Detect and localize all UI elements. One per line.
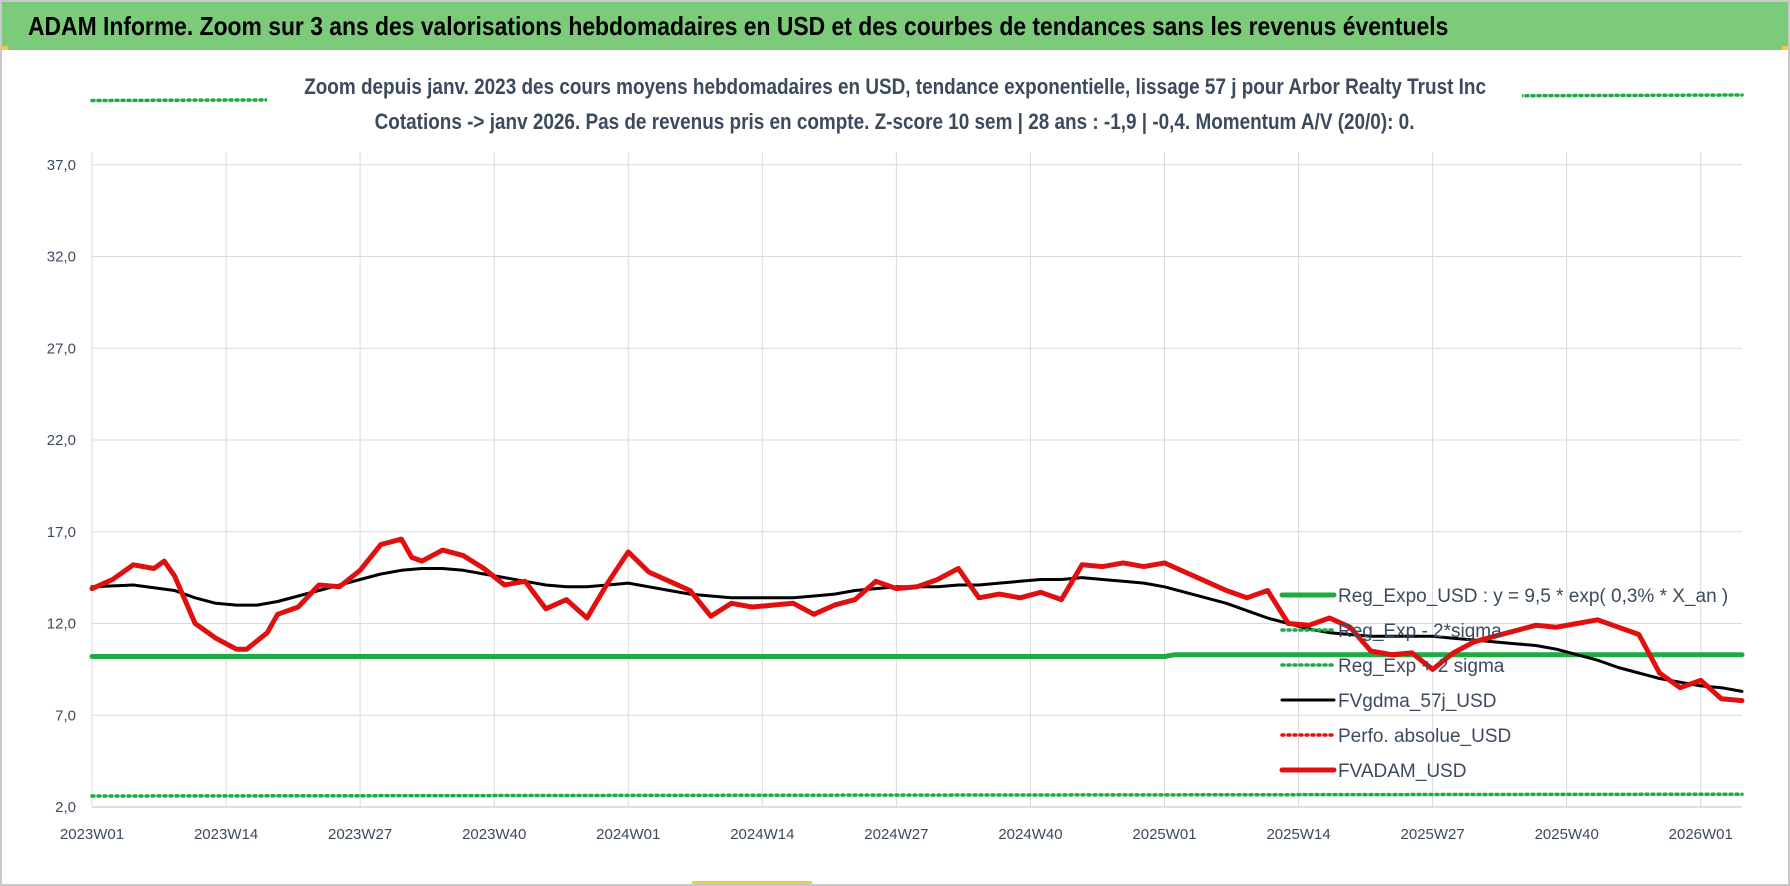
x-tick-label: 2025W01 — [1132, 826, 1196, 843]
series-layer — [89, 92, 1745, 798]
banner-corner-right — [1782, 46, 1788, 50]
x-tick-label: 2024W14 — [730, 826, 794, 843]
bottom-accent — [692, 881, 812, 884]
x-tick-label: 2023W27 — [328, 826, 392, 843]
x-tick-label: 2024W40 — [998, 826, 1062, 843]
legend-label-5: FVADAM_USD — [1338, 761, 1466, 782]
series-line-5 — [89, 536, 1745, 704]
y-tick-label: 32,0 — [47, 249, 76, 266]
x-tick-label: 2025W40 — [1535, 826, 1599, 843]
x-tick-label: 2023W40 — [462, 826, 526, 843]
title-banner: ADAM Informe. Zoom sur 3 ans des valoris… — [2, 2, 1788, 50]
chart-subtitle: Cotations -> janv 2026. Pas de revenus p… — [2, 109, 1788, 135]
y-tick-label: 37,0 — [47, 157, 76, 174]
series-line-0 — [89, 652, 1745, 659]
y-tick-label: 22,0 — [47, 432, 76, 449]
legend-label-3: FVgdma_57j_USD — [1338, 691, 1496, 712]
chart-title-text: Zoom depuis janv. 2023 des cours moyens … — [304, 74, 1486, 99]
banner-corner-left — [2, 46, 8, 50]
x-tick-label: 2024W01 — [596, 826, 660, 843]
y-tick-label: 7,0 — [55, 707, 76, 724]
x-tick-label: 2025W14 — [1266, 826, 1330, 843]
grid-layer — [91, 152, 1742, 808]
chart-subtitle-text: Cotations -> janv 2026. Pas de revenus p… — [375, 109, 1415, 134]
banner-title: ADAM Informe. Zoom sur 3 ans des valoris… — [28, 11, 1449, 41]
y-tick-label: 27,0 — [47, 340, 76, 357]
legend-label-1: Reg_Exp - 2*sigma — [1338, 621, 1502, 642]
title-mask — [267, 92, 1522, 136]
x-tick-label: 2023W14 — [194, 826, 258, 843]
y-tick-label: 17,0 — [47, 524, 76, 541]
y-tick-label: 12,0 — [47, 616, 76, 633]
x-tick-label: 2026W01 — [1669, 826, 1733, 843]
legend-label-4: Perfo. absolue_USD — [1338, 726, 1511, 747]
x-tick-label: 2023W01 — [60, 826, 124, 843]
series-line-1 — [90, 792, 1744, 798]
legend-label-0: Reg_Expo_USD : y = 9,5 * exp( 0,3% * X_a… — [1338, 586, 1728, 607]
legend: Reg_Expo_USD : y = 9,5 * exp( 0,3% * X_a… — [1279, 586, 1728, 782]
axis-layer: 2,0 7,0 12,0 17,0 22,0 27,0 32,0 37,0 2023W01 202… — [47, 157, 1742, 843]
legend-label-2: Reg_Exp + 2 sigma — [1338, 656, 1505, 677]
chart-title: Zoom depuis janv. 2023 des cours moyens … — [2, 74, 1788, 100]
x-tick-label: 2025W27 — [1401, 826, 1465, 843]
x-tick-label: 2024W27 — [864, 826, 928, 843]
y-tick-label: 2,0 — [55, 799, 76, 816]
